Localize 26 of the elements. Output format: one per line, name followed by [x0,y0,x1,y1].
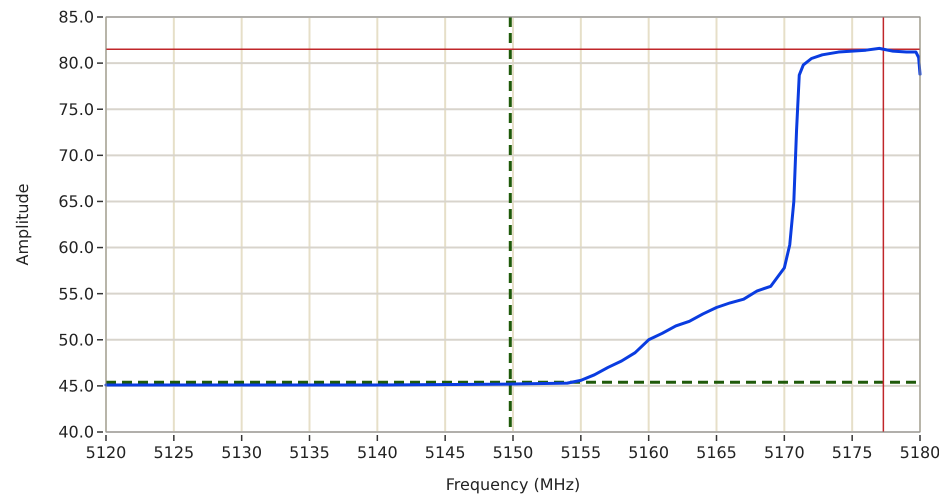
x-tick-label: 5140 [356,443,398,462]
x-tick-label: 5120 [86,443,126,462]
x-axis-title: Frequency (MHz) [446,475,580,494]
x-tick-label: 5175 [832,443,873,462]
x-tick-label: 5165 [696,443,737,462]
x-tick-label: 5180 [900,443,940,462]
x-tick-label: 5130 [221,443,262,462]
x-tick-label: 5135 [289,443,330,462]
x-tick-label: 5125 [153,443,194,462]
y-tick-label: 80.0 [58,54,94,73]
x-tick-label: 5170 [764,443,805,462]
y-tick-label: 55.0 [58,284,94,304]
y-tick-label: 75.0 [58,100,94,119]
x-tick-label: 5155 [560,443,602,462]
y-tick-label: 65.0 [58,192,94,212]
y-tick-label: 70.0 [58,146,94,165]
y-tick-label: 50.0 [58,330,94,350]
x-tick-label: 5145 [424,443,466,462]
x-tick-label: 5160 [628,443,670,462]
y-tick-label: 60.0 [58,238,94,258]
y-tick-label: 45.0 [58,376,94,396]
line-series [104,46,922,386]
y-axis-title: Amplitude [13,184,32,266]
y-tick-label: 40.0 [58,422,94,442]
x-tick-label: 5150 [492,443,534,462]
y-tick-label: 85.0 [58,8,94,27]
